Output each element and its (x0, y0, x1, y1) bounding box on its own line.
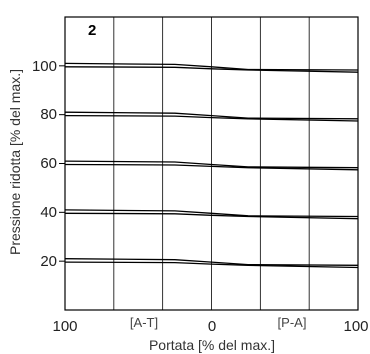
y-tick-label-80: 80 (40, 106, 57, 123)
curve-4-upper (64, 209, 359, 218)
y-tick-label-60: 60 (40, 155, 57, 172)
curve-2-lower (64, 114, 359, 122)
curve-5-lower (64, 261, 359, 269)
x-axis-label: Portata [% del max.] (149, 337, 275, 353)
curve-5-upper (64, 258, 359, 266)
curve-3-upper (64, 160, 359, 169)
curves (64, 62, 359, 269)
grid (59, 17, 310, 310)
curve-2-upper (64, 111, 359, 120)
y-axis-label: Pressione ridotta [% del max.] (7, 69, 23, 255)
x-tick-label-p-a: [P-A] (278, 315, 307, 330)
x-tick-label-100-left: 100 (52, 318, 77, 335)
panel-label: 2 (88, 22, 96, 39)
curve-1-upper (64, 62, 359, 71)
x-tick-label-a-t: [A-T] (130, 315, 158, 330)
x-tick-label-0: 0 (208, 318, 216, 335)
curve-3-lower (64, 163, 359, 171)
curve-4-lower (64, 212, 359, 220)
curve-1-lower (64, 66, 359, 73)
y-tick-label-100: 100 (32, 58, 57, 75)
plot-frame (64, 16, 359, 311)
y-tick-label-20: 20 (40, 253, 57, 270)
y-tick-label-40: 40 (40, 204, 57, 221)
x-tick-label-100-right: 100 (343, 318, 368, 335)
